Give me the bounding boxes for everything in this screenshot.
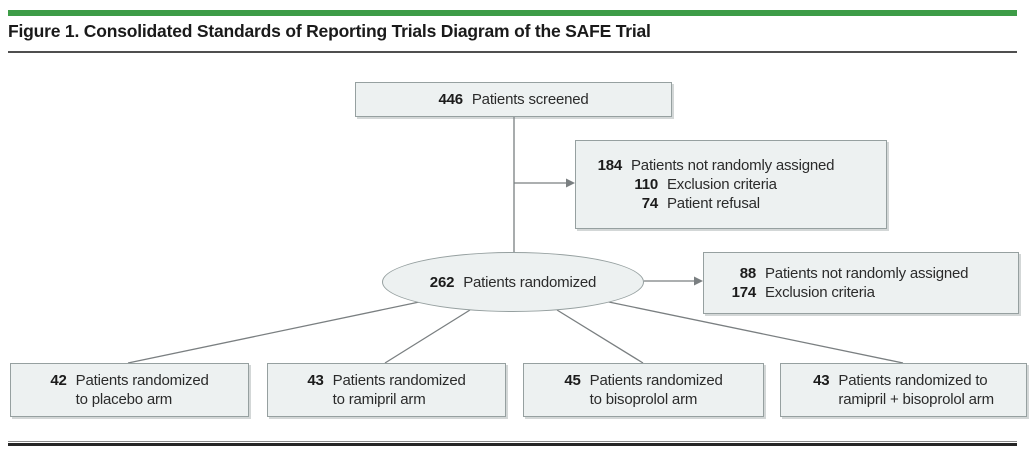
bottom-divider-thick (8, 443, 1017, 446)
connector-to-arm-combo (603, 300, 904, 364)
arm-placebo-label: Patients randomized to placebo arm (75, 372, 209, 408)
connector-to-arm-placebo (127, 300, 425, 364)
title-divider (8, 51, 1017, 53)
excl1-sub1-label: Exclusion criteria (667, 176, 777, 193)
excl2-label: Patients not randomly assigned (765, 265, 969, 282)
randomized-label: Patients randomized (463, 273, 597, 291)
figure-title: Figure 1. Consolidated Standards of Repo… (8, 21, 651, 41)
node-not-assigned-2: 88 Patients not randomly assigned 174 Ex… (703, 252, 1019, 314)
excl1-sub2-label: Patient refusal (667, 195, 760, 212)
node-not-assigned-1: 184 Patients not randomly assigned 110 E… (575, 140, 887, 229)
connector-to-arm-ramipril (384, 309, 471, 364)
excl2-count: 88 (739, 265, 756, 282)
excl1-count: 184 (597, 157, 623, 174)
arrowhead-excl1-icon (566, 178, 575, 188)
excl2-sub1-count: 174 (731, 284, 757, 301)
node-patients-screened: 446 Patients screened (355, 82, 672, 117)
arm-bisoprolol-count: 45 (564, 372, 581, 389)
arm-ramipril-count: 43 (307, 372, 324, 389)
node-patients-randomized: 262 Patients randomized (382, 252, 644, 312)
excl1-label: Patients not randomly assigned (631, 157, 835, 174)
randomized-count: 262 (429, 273, 455, 291)
arm-combo-count: 43 (813, 372, 830, 389)
arrowhead-excl2-icon (694, 276, 703, 286)
arm-combo-label: Patients randomized to ramipril + bisopr… (838, 372, 994, 408)
node-arm-ramipril: 43 Patients randomized to ramipril arm (267, 363, 506, 417)
node-arm-placebo: 42 Patients randomized to placebo arm (10, 363, 249, 417)
screened-count: 446 (438, 91, 463, 108)
arm-bisoprolol-label: Patients randomized to bisoprolol arm (589, 372, 723, 408)
bottom-divider-thin (8, 441, 1017, 442)
arm-placebo-count: 42 (50, 372, 67, 389)
excl1-sub2-count: 74 (641, 195, 658, 212)
node-arm-bisoprolol: 45 Patients randomized to bisoprolol arm (523, 363, 764, 417)
excl2-sub1-label: Exclusion criteria (765, 284, 875, 301)
accent-green-bar (8, 10, 1017, 16)
connector-to-arm-bisoprolol (556, 309, 644, 364)
screened-label: Patients screened (471, 91, 589, 108)
excl1-sub1-count: 110 (634, 176, 658, 193)
arm-ramipril-label: Patients randomized to ramipril arm (332, 372, 466, 408)
node-arm-combo: 43 Patients randomized to ramipril + bis… (780, 363, 1027, 417)
